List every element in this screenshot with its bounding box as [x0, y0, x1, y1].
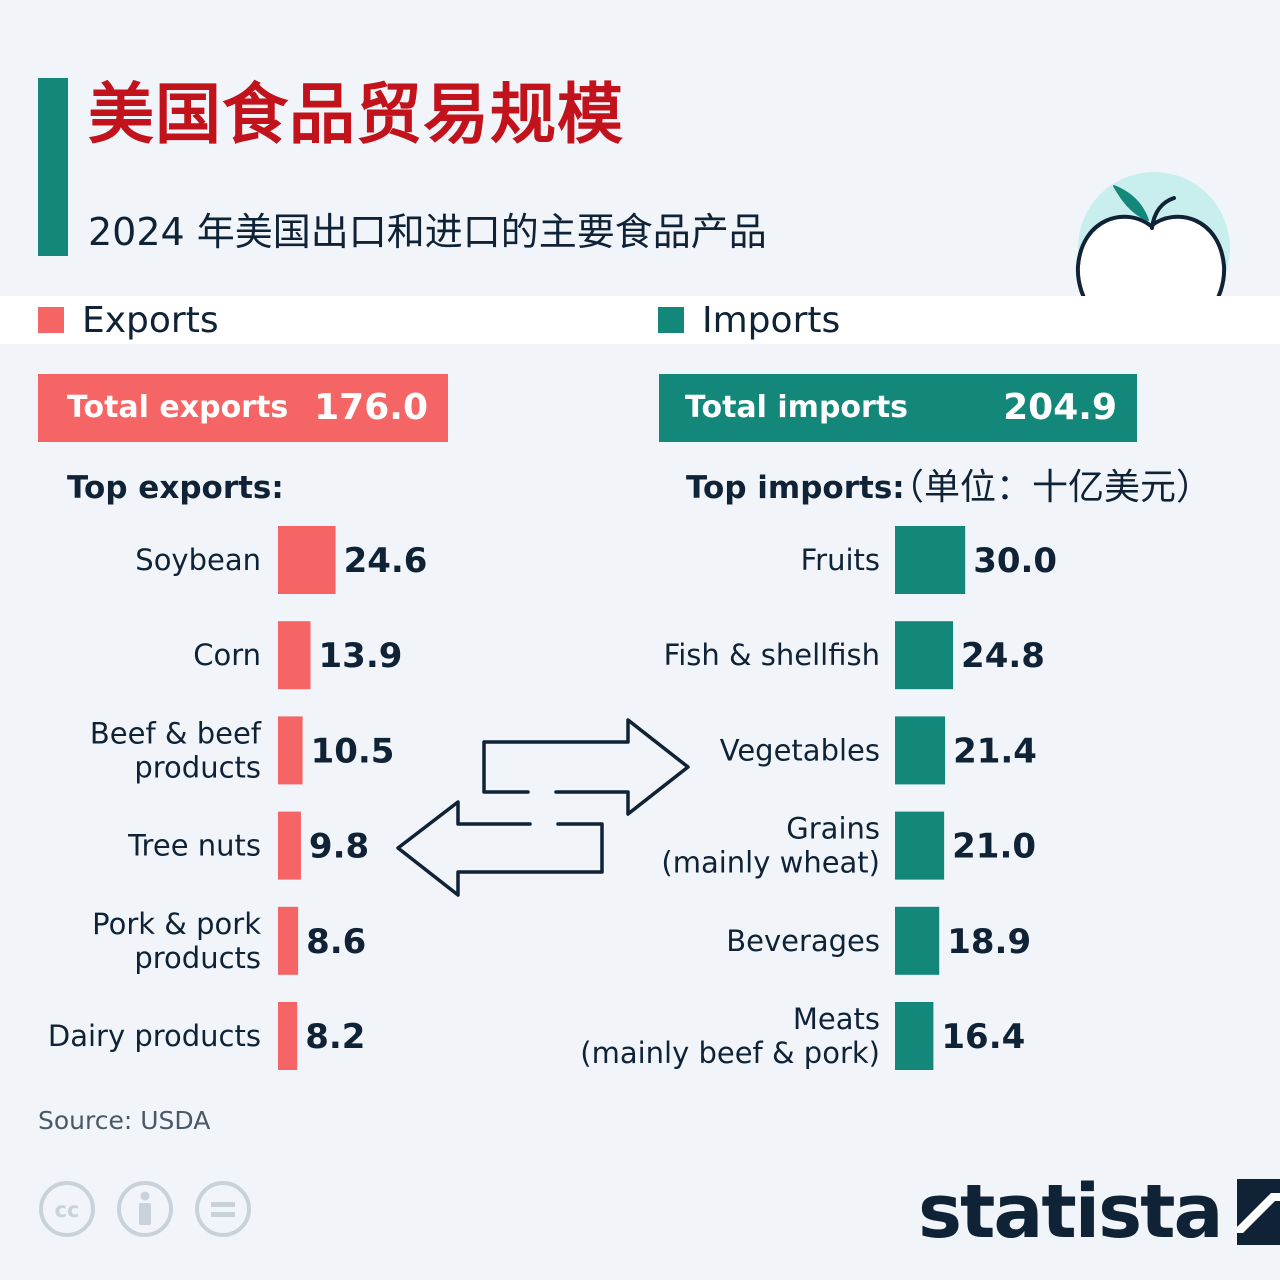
import-bar	[895, 621, 954, 690]
source-note: Source: USDA	[38, 1106, 211, 1135]
legend-exports-label: Exports	[82, 299, 219, 341]
statista-brand[interactable]: statista	[918, 1169, 1280, 1255]
legend-band	[0, 296, 1280, 344]
export-bar	[278, 811, 301, 880]
export-bar	[278, 906, 299, 975]
import-category-label: (mainly wheat)	[661, 846, 880, 880]
statista-logo-icon	[1237, 1179, 1280, 1245]
cc-icon[interactable]: cc	[38, 1180, 96, 1238]
legend-exports-swatch	[38, 307, 64, 333]
import-bar	[895, 811, 945, 880]
import-value-label: 21.4	[953, 731, 1037, 771]
total-imports-label: Total imports	[685, 390, 909, 425]
import-value-label: 21.0	[952, 827, 1036, 867]
unit-label: （单位：十亿美元）	[888, 467, 1213, 508]
import-value-label: 30.0	[973, 541, 1057, 581]
legend-imports-swatch	[658, 307, 684, 333]
brand-name: statista	[918, 1169, 1223, 1255]
import-category-label: Fish & shellfish	[664, 638, 880, 672]
export-value-label: 13.9	[319, 636, 403, 676]
import-bar	[895, 906, 940, 975]
export-category-label: Beef & beef	[90, 716, 262, 750]
export-bar	[278, 621, 311, 690]
import-category-label: Vegetables	[720, 733, 880, 767]
chart-subtitle: 2024 年美国出口和进口的主要食品产品	[88, 210, 767, 254]
export-value-label: 8.2	[305, 1017, 365, 1057]
export-bar	[278, 526, 336, 594]
top-imports-heading: Top imports:	[686, 470, 905, 506]
import-category-label: (mainly beef & pork)	[580, 1036, 880, 1070]
import-category-label: Meats	[793, 1002, 880, 1036]
export-value-label: 9.8	[309, 827, 369, 867]
legend-imports: Imports	[658, 296, 840, 344]
export-value-label: 24.6	[344, 541, 428, 581]
total-imports-value: 204.9	[1003, 387, 1117, 428]
nd-icon[interactable]	[194, 1180, 252, 1238]
chart-title: 美国食品贸易规模	[88, 76, 624, 153]
import-value-label: 24.8	[961, 636, 1045, 676]
export-category-label: Corn	[193, 638, 261, 672]
export-category-label: Dairy products	[48, 1019, 261, 1053]
import-category-label: Beverages	[726, 924, 880, 958]
export-category-label: Soybean	[135, 543, 261, 577]
svg-text:cc: cc	[55, 1198, 80, 1222]
export-category-label: Pork & pork	[92, 907, 261, 941]
import-category-label: Fruits	[801, 543, 880, 577]
import-bar	[895, 716, 946, 785]
import-bar	[895, 526, 966, 594]
import-category-label: Grains	[786, 812, 880, 846]
import-value-label: 16.4	[941, 1017, 1025, 1057]
by-icon[interactable]	[116, 1180, 174, 1238]
export-value-label: 8.6	[306, 922, 366, 962]
export-bar	[278, 716, 303, 785]
total-exports-box: Total exports 176.0	[38, 374, 448, 442]
total-imports-box: Total imports 204.9	[659, 374, 1137, 442]
import-value-label: 18.9	[947, 922, 1031, 962]
exchange-arrows-icon	[396, 718, 690, 897]
export-category-label: Tree nuts	[127, 829, 261, 863]
export-bar	[278, 1002, 298, 1070]
total-exports-value: 176.0	[314, 387, 428, 428]
legend-imports-label: Imports	[702, 299, 841, 341]
import-bar	[895, 1002, 934, 1070]
total-exports-label: Total exports	[67, 390, 289, 425]
export-category-label: products	[134, 941, 261, 975]
export-category-label: products	[134, 750, 261, 784]
title-accent-bar	[38, 78, 68, 256]
export-value-label: 10.5	[311, 731, 395, 771]
top-exports-heading: Top exports:	[67, 470, 284, 506]
legend-exports: Exports	[38, 296, 219, 344]
